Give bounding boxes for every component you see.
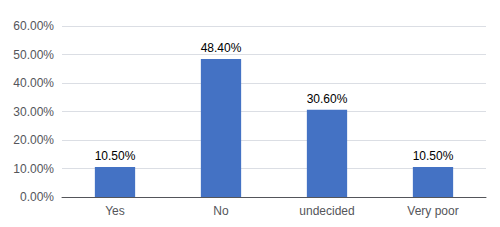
svg-text:0.00%: 0.00%: [20, 190, 54, 204]
svg-text:30.60%: 30.60%: [307, 92, 348, 106]
svg-text:10.50%: 10.50%: [95, 149, 136, 163]
svg-text:20.00%: 20.00%: [13, 133, 54, 147]
svg-text:Yes: Yes: [105, 204, 125, 218]
svg-text:60.00%: 60.00%: [13, 19, 54, 33]
svg-text:10.50%: 10.50%: [413, 149, 454, 163]
svg-text:40.00%: 40.00%: [13, 76, 54, 90]
svg-text:10.00%: 10.00%: [13, 162, 54, 176]
svg-text:Very poor: Very poor: [407, 204, 458, 218]
svg-text:30.00%: 30.00%: [13, 105, 54, 119]
svg-text:undecided: undecided: [299, 204, 354, 218]
svg-text:50.00%: 50.00%: [13, 48, 54, 62]
svg-text:48.40%: 48.40%: [201, 41, 242, 55]
svg-text:No: No: [213, 204, 229, 218]
